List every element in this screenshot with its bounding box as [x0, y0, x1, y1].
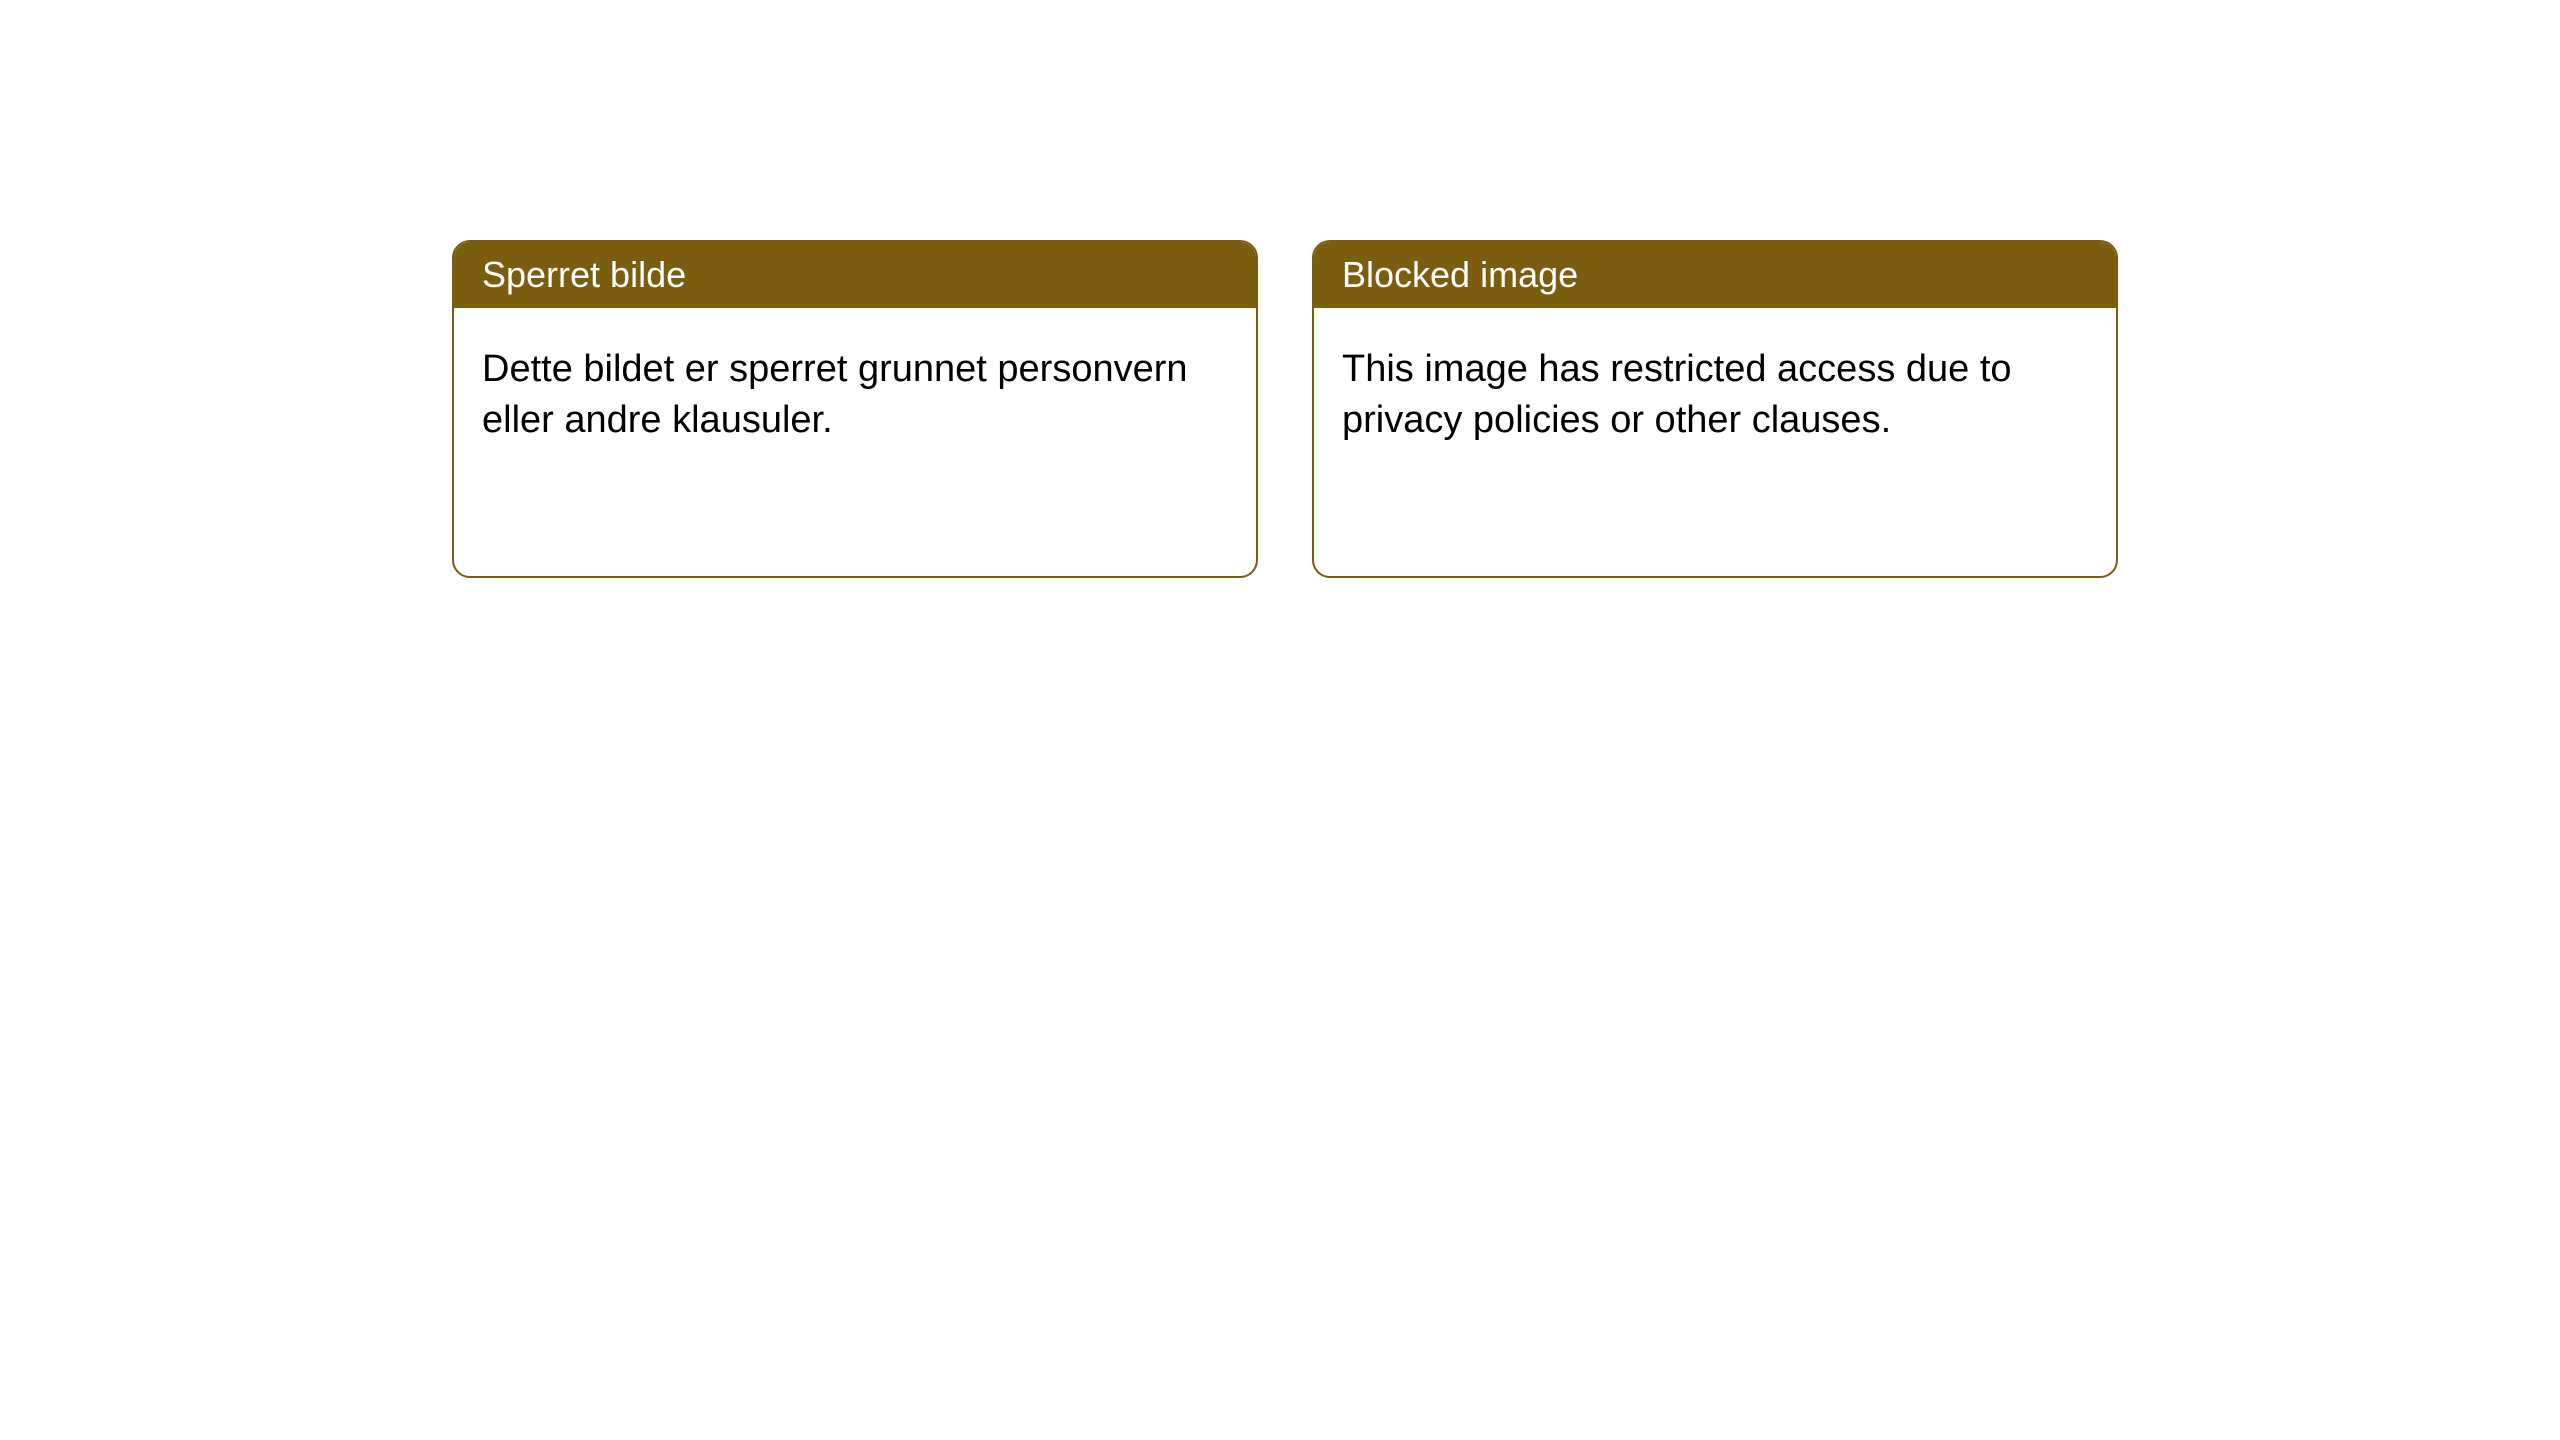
- notice-body-text: Dette bildet er sperret grunnet personve…: [482, 348, 1188, 441]
- notice-body: Dette bildet er sperret grunnet personve…: [454, 308, 1256, 483]
- notice-header: Sperret bilde: [454, 242, 1256, 308]
- notice-container: Sperret bilde Dette bildet er sperret gr…: [0, 0, 2560, 578]
- notice-body: This image has restricted access due to …: [1314, 308, 2116, 483]
- notice-body-text: This image has restricted access due to …: [1342, 348, 2012, 441]
- notice-card-english: Blocked image This image has restricted …: [1312, 240, 2118, 578]
- notice-header: Blocked image: [1314, 242, 2116, 308]
- notice-title: Blocked image: [1342, 254, 1578, 295]
- notice-card-norwegian: Sperret bilde Dette bildet er sperret gr…: [452, 240, 1258, 578]
- notice-title: Sperret bilde: [482, 254, 686, 295]
